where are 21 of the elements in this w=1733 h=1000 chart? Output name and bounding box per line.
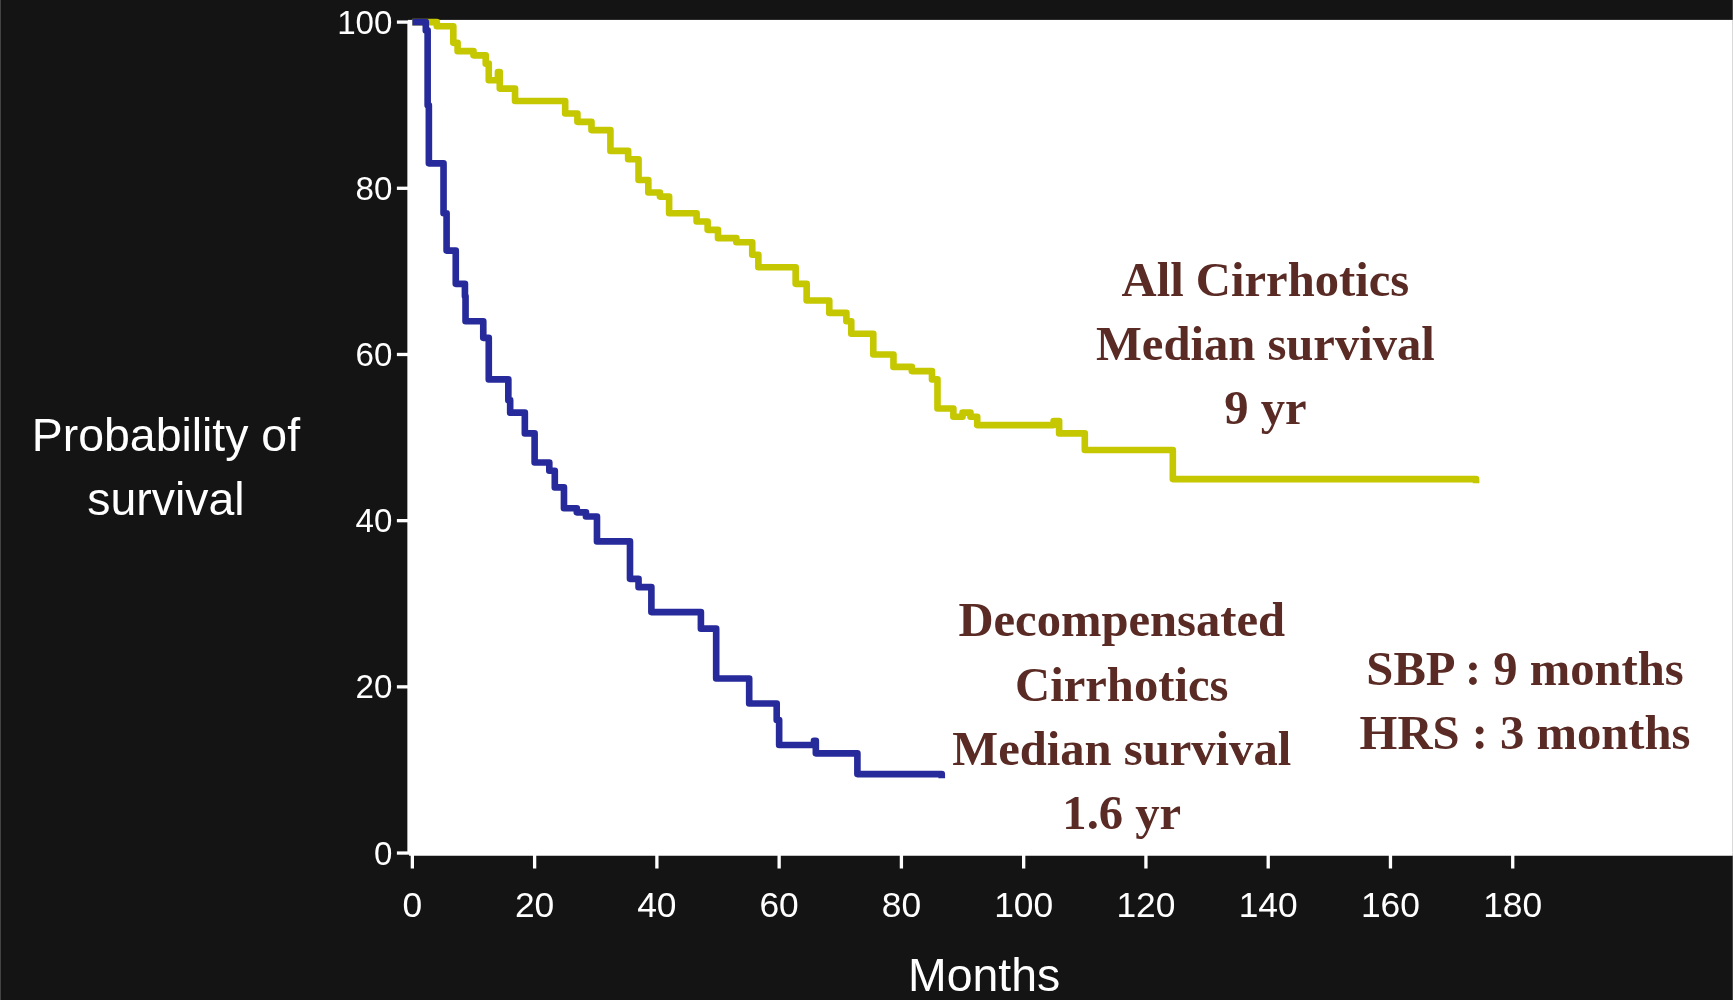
annotation: SBP : 9 months HRS : 3 months [1359,642,1691,761]
x-axis-title: Months [908,949,1061,1000]
y-tick-label: 100 [337,3,393,41]
y-axis-title: Probability of survival [31,408,301,525]
x-tick-label: 120 [1116,885,1176,925]
x-tick-label: 180 [1483,885,1543,925]
x-tick-label: 20 [514,885,555,925]
x-tick-label: 80 [881,885,922,925]
x-tick-label: 40 [637,885,677,925]
y-tick-label: 20 [355,668,393,706]
x-tick-label: 160 [1360,885,1420,925]
x-tick-label: 0 [402,885,423,925]
annotation: Decompensated Cirrhotics Median survival 1.6 yr [952,593,1292,840]
y-tick-label: 80 [355,169,393,207]
x-tick-label: 60 [759,885,799,925]
annotation: All Cirrhotics Median survival 9 yr [1095,253,1435,436]
y-tick-label: 60 [355,336,393,374]
x-tick-label: 100 [994,885,1054,925]
y-tick-label: 0 [374,834,393,872]
x-tick-label: 140 [1238,885,1298,925]
y-tick-label: 40 [355,502,393,540]
